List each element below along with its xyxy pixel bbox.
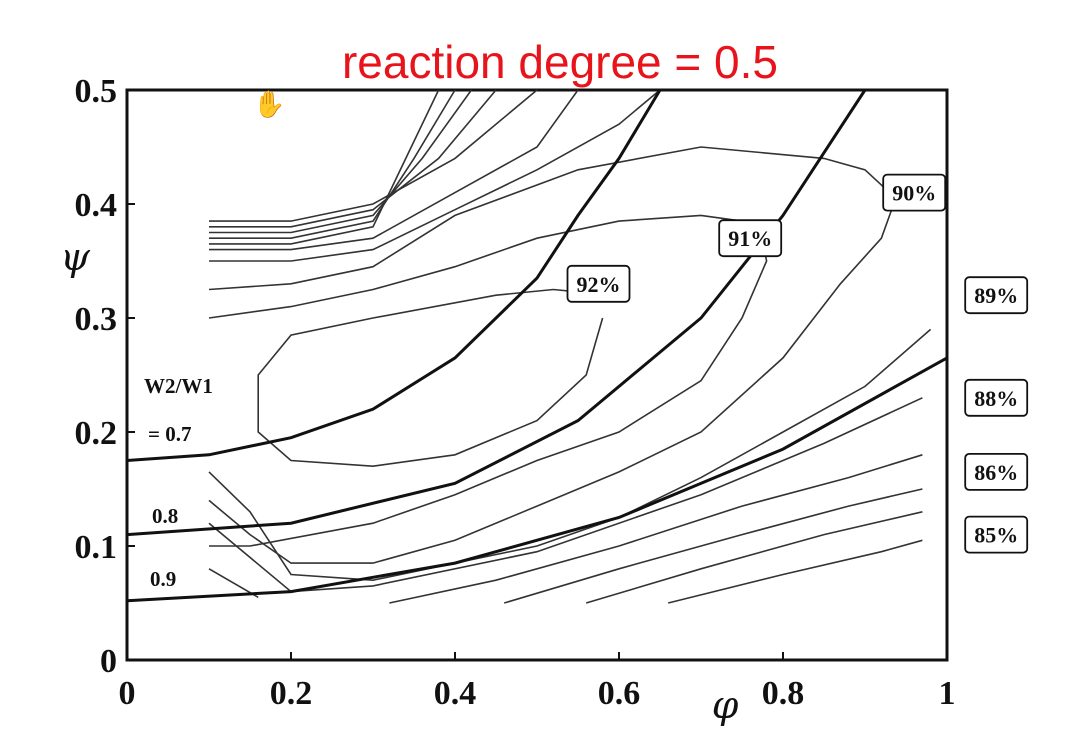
x-tick-label: 0.6 [598,675,641,712]
efficiency-contour-line [208,328,932,582]
upper-contour-line [209,89,538,222]
ratio-curve [126,356,948,603]
ratio-curves [126,89,948,603]
efficiency-contour-line [668,539,923,604]
efficiency-contour-line [503,488,923,604]
efficiency-contour-line [389,454,923,604]
efficiency-label: 90% [892,181,936,206]
efficiency-label-box [718,219,783,258]
y-axis-label: ψ [60,235,91,279]
y-tick-label: 0.4 [75,187,118,224]
efficiency-label-box [964,452,1029,491]
y-tick-label: 0.1 [75,529,118,566]
upper-contour-line [209,89,661,262]
plot-frame [125,88,949,662]
y-tick-label: 0.5 [75,73,118,110]
y-axis: 0 0.1 0.2 0.3 0.4 0.5 [75,73,135,680]
ratio-curve [126,89,662,462]
efficiency-label: 91% [728,226,772,251]
ratio-header-label: W2/W1 [144,374,213,398]
ratio-second-label: 0.8 [152,504,178,528]
upper-contour-line [209,89,579,251]
upper-contour-line [209,89,497,228]
chart-title: reaction degree = 0.5 [342,36,778,88]
hand-cursor-icon: ✋ [253,90,286,120]
efficiency-label: 88% [974,386,1018,411]
efficiency-label-box [964,276,1029,315]
ratio-first-label: = 0.7 [148,422,191,446]
upper-contour-line [209,89,440,245]
efficiency-labels: 92% 91% 90% 89% 88% 86% 85% [566,173,1029,554]
efficiency-contour-line [208,146,899,564]
efficiency-contour-line [208,214,768,547]
efficiency-label-box [566,264,631,303]
ratio-third-label: 0.9 [150,567,176,591]
ratio-curve [126,89,867,537]
x-tick-label: 0.8 [762,675,805,712]
efficiency-label-box [882,173,947,212]
efficiency-label: 85% [974,523,1018,548]
x-axis-label: φ [712,683,739,727]
efficiency-contour-line [257,288,611,468]
y-tick-label: 0 [100,643,117,680]
efficiency-label: 92% [577,272,621,297]
upper-contour-group [209,89,661,262]
efficiency-label: 89% [974,283,1018,308]
efficiency-label-box [964,515,1029,554]
x-axis: 0 0.2 0.4 0.6 0.8 1 [119,652,956,712]
efficiency-label: 86% [974,460,1018,485]
y-tick-label: 0.2 [75,415,118,452]
x-tick-label: 1 [939,675,956,712]
efficiency-contour-line [585,511,923,604]
x-tick-label: 0 [119,675,136,712]
x-tick-label: 0.2 [270,675,313,712]
x-tick-label: 0.4 [434,675,477,712]
efficiency-label-box [964,378,1029,417]
y-tick-label: 0.3 [75,301,118,338]
upper-contour-line [209,89,456,239]
efficiency-contours [208,146,932,604]
upper-contour-line [209,89,473,234]
